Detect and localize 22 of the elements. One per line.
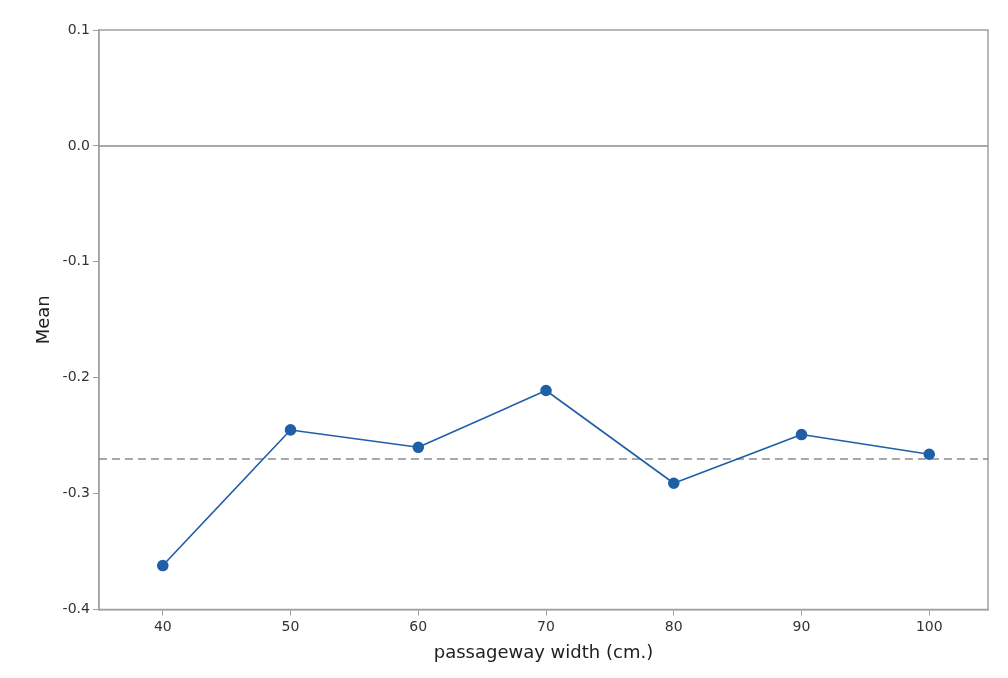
x-axis-title: passageway width (cm.) xyxy=(433,640,654,662)
point xyxy=(923,448,936,461)
point xyxy=(156,559,169,572)
x-tick-label: 70 xyxy=(537,617,555,634)
x-tick-label: 40 xyxy=(153,617,172,634)
y-tick-label: -0.4 xyxy=(62,600,90,617)
x-tick-label: 90 xyxy=(792,617,811,634)
y-tick-label: -0.2 xyxy=(62,368,90,385)
point xyxy=(284,424,297,436)
y-tick-label: -0.1 xyxy=(62,252,90,269)
x-tick-label: 80 xyxy=(664,617,683,634)
y-tick-label: -0.3 xyxy=(62,484,90,501)
x-tick-label: 60 xyxy=(409,617,428,634)
point xyxy=(795,428,808,441)
point xyxy=(667,477,680,490)
point xyxy=(412,441,425,454)
x-tick-label: 100 xyxy=(915,617,943,634)
x-tick-label: 50 xyxy=(281,617,300,634)
y-axis-title: Mean xyxy=(32,295,54,345)
point xyxy=(540,384,552,397)
y-tick-label: 0.0 xyxy=(67,136,90,153)
y-tick-label: 0.1 xyxy=(67,20,90,37)
